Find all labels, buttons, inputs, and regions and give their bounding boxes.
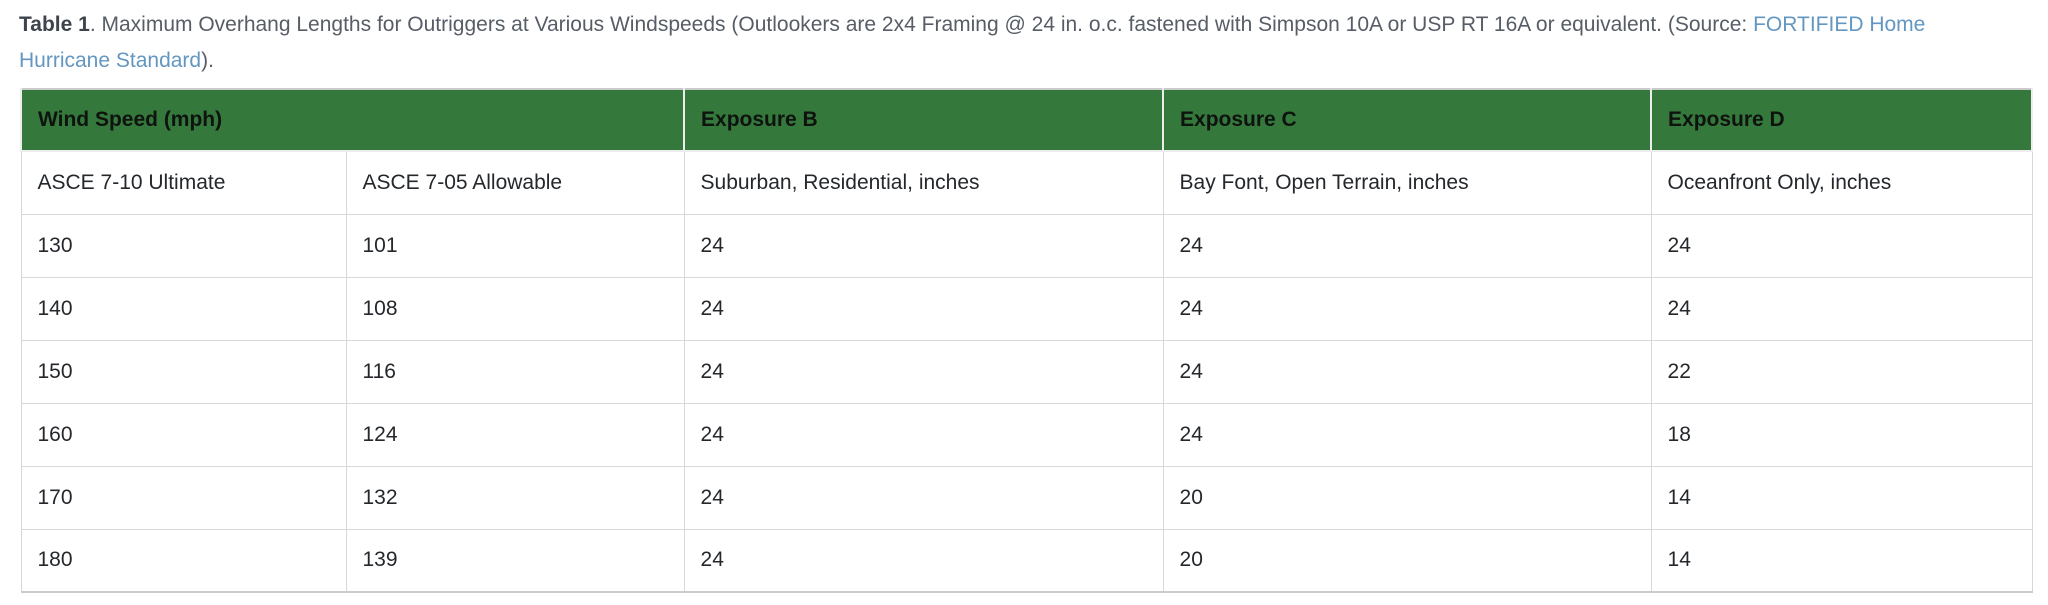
table-cell: 20 xyxy=(1162,528,1652,593)
table-cell: 139 xyxy=(345,528,685,593)
table-row: 150 116 24 24 22 xyxy=(20,339,2033,404)
table-cell: 24 xyxy=(683,528,1164,593)
table-caption: Table 1. Maximum Overhang Lengths for Ou… xyxy=(0,0,2014,88)
table-cell: 108 xyxy=(345,276,685,341)
table-row: 160 124 24 24 18 xyxy=(20,402,2033,467)
table-cell: 160 xyxy=(20,402,347,467)
caption-suffix: ). xyxy=(201,49,214,72)
header-cell-wind-speed: Wind Speed (mph) xyxy=(19,89,686,152)
table-cell: 18 xyxy=(1650,402,2033,467)
table-row: 130 101 24 24 24 xyxy=(20,213,2033,278)
subheader-exposure-d-desc: Oceanfront Only, inches xyxy=(1650,150,2033,215)
header-cell-exposure-d: Exposure D xyxy=(1650,89,2034,152)
table-cell: 14 xyxy=(1650,465,2033,530)
table-cell: 124 xyxy=(345,402,685,467)
table-row: 140 108 24 24 24 xyxy=(20,276,2033,341)
subheader-asce-7-05: ASCE 7-05 Allowable xyxy=(345,150,685,215)
table-cell: 180 xyxy=(20,528,347,593)
subheader-exposure-b-desc: Suburban, Residential, inches xyxy=(683,150,1164,215)
table-cell: 101 xyxy=(345,213,685,278)
table-cell: 132 xyxy=(345,465,685,530)
table-cell: 14 xyxy=(1650,528,2033,593)
table-cell: 140 xyxy=(20,276,347,341)
table-header-row: Wind Speed (mph) Exposure B Exposure C E… xyxy=(19,89,2034,152)
table-cell: 24 xyxy=(1650,276,2033,341)
header-cell-exposure-b: Exposure B xyxy=(683,89,1165,152)
table-cell: 22 xyxy=(1650,339,2033,404)
table-row: 170 132 24 20 14 xyxy=(20,465,2033,530)
table-cell: 24 xyxy=(683,339,1164,404)
fortified-standard-link[interactable]: FORTIFIED Home Hurricane Standard xyxy=(19,13,1926,72)
caption-text: . Maximum Overhang Lengths for Outrigger… xyxy=(89,13,1754,36)
table-cell: 24 xyxy=(1162,276,1652,341)
table-cell: 20 xyxy=(1162,465,1652,530)
table-cell: 150 xyxy=(20,339,347,404)
header-cell-exposure-c: Exposure C xyxy=(1162,89,1653,152)
table-cell: 24 xyxy=(683,276,1164,341)
table-cell: 24 xyxy=(1162,339,1652,404)
table-row: 180 139 24 20 14 xyxy=(20,528,2033,593)
table-cell: 116 xyxy=(345,339,685,404)
table-cell: 24 xyxy=(1650,213,2033,278)
table-cell: 24 xyxy=(1162,402,1652,467)
subheader-asce-7-10: ASCE 7-10 Ultimate xyxy=(20,150,347,215)
table-cell: 24 xyxy=(683,402,1164,467)
table-cell: 170 xyxy=(20,465,347,530)
table-cell: 130 xyxy=(20,213,347,278)
subheader-exposure-c-desc: Bay Font, Open Terrain, inches xyxy=(1162,150,1652,215)
table-cell: 24 xyxy=(1162,213,1652,278)
table-cell: 24 xyxy=(683,213,1164,278)
table-subheader-row: ASCE 7-10 Ultimate ASCE 7-05 Allowable S… xyxy=(20,150,2033,215)
table-cell: 24 xyxy=(683,465,1164,530)
overhang-lengths-table: Wind Speed (mph) Exposure B Exposure C E… xyxy=(19,88,2034,593)
caption-table-number: Table 1 xyxy=(19,13,90,36)
